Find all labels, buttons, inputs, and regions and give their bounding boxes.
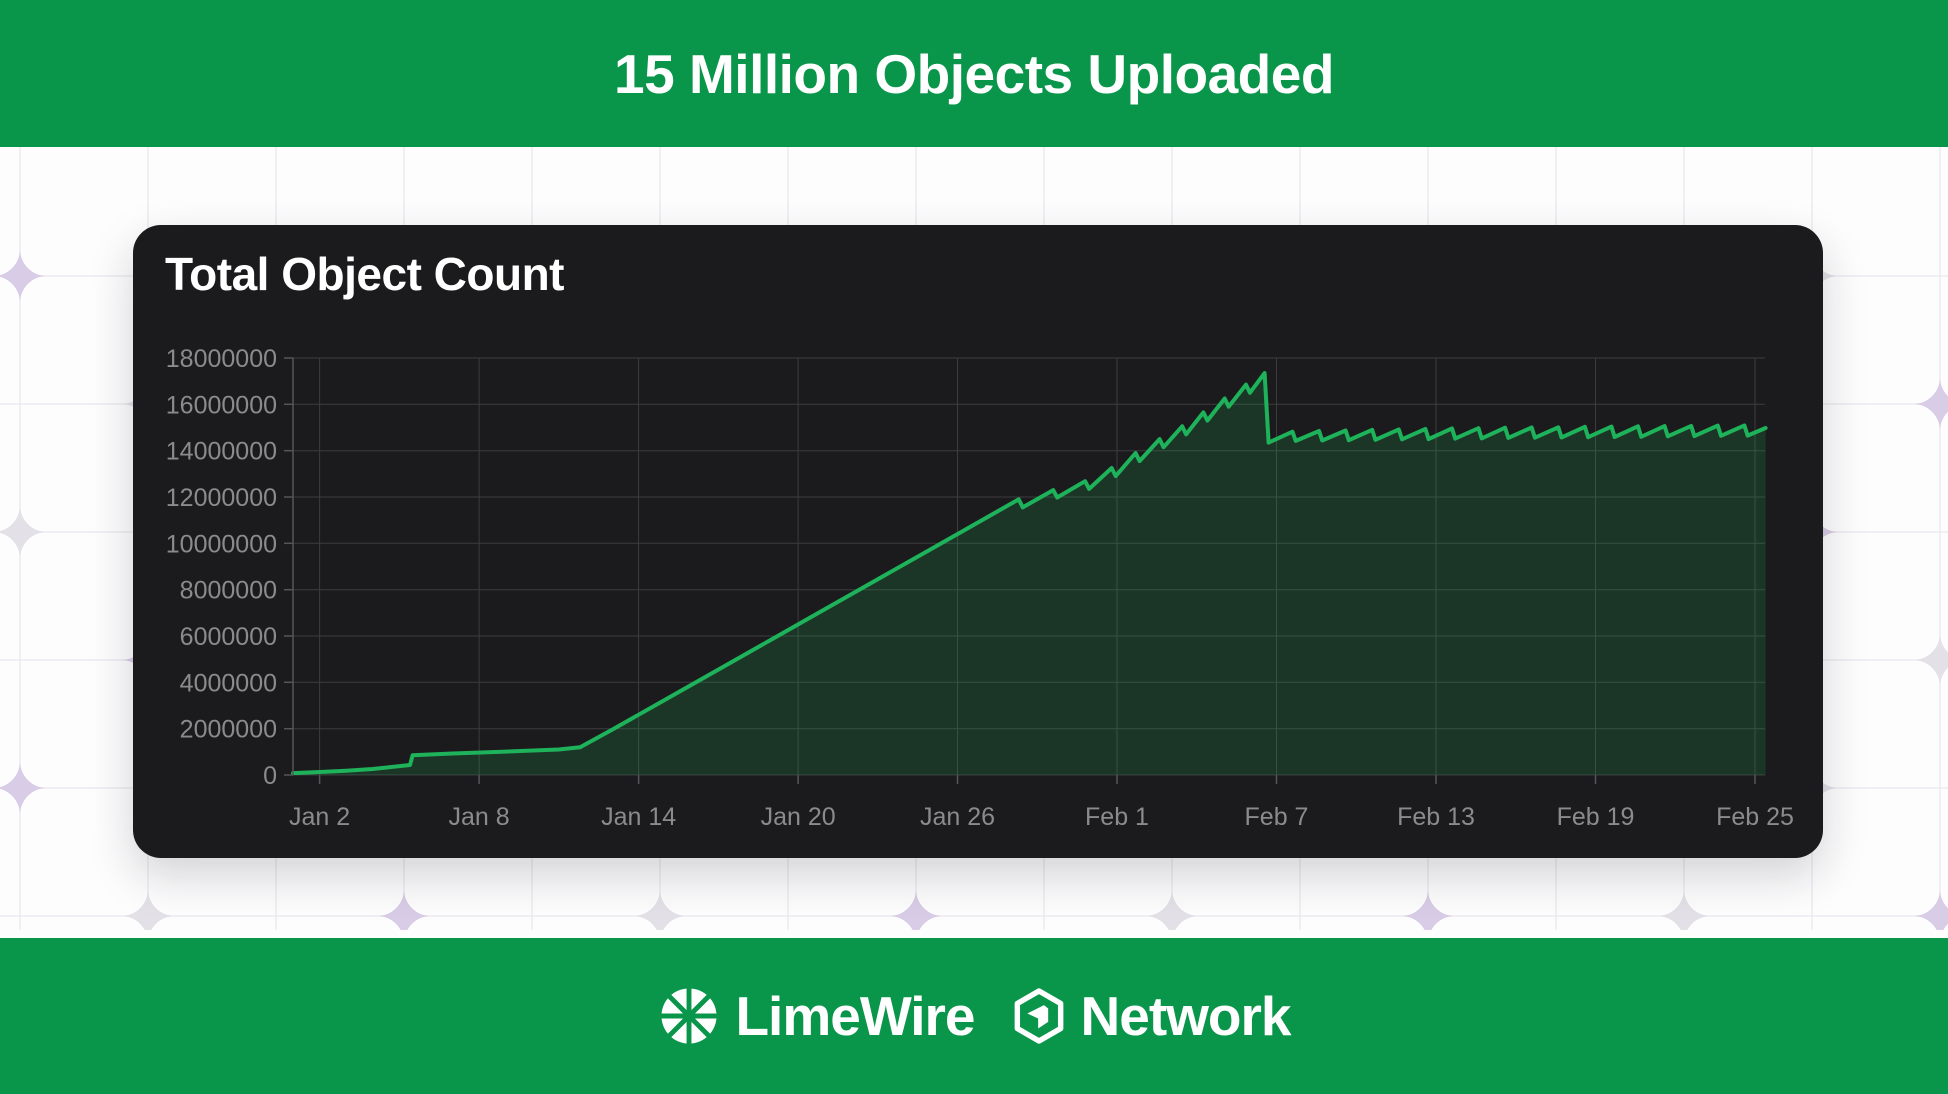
- svg-text:Feb 1: Feb 1: [1085, 803, 1149, 831]
- svg-text:8000000: 8000000: [180, 577, 277, 605]
- total-object-count-chart: 0 2000000 4000000 6000000 8000000 10000000 120…: [166, 345, 1794, 831]
- svg-text:Jan 14: Jan 14: [601, 803, 676, 831]
- svg-text:Jan 8: Jan 8: [449, 803, 510, 831]
- svg-text:Feb 7: Feb 7: [1245, 803, 1309, 831]
- svg-text:12000000: 12000000: [166, 484, 277, 512]
- svg-text:Feb 19: Feb 19: [1557, 803, 1635, 831]
- svg-text:16000000: 16000000: [166, 391, 277, 419]
- chart-card: Total Object Count 0 2000000 4000000 600000…: [133, 225, 1823, 858]
- content-area: Total Object Count 0 2000000 4000000 600000…: [0, 147, 1948, 938]
- svg-text:4000000: 4000000: [180, 669, 277, 697]
- svg-text:18000000: 18000000: [166, 345, 277, 373]
- svg-text:10000000: 10000000: [166, 530, 277, 558]
- svg-text:6000000: 6000000: [180, 623, 277, 651]
- svg-text:0: 0: [263, 762, 277, 790]
- svg-text:2000000: 2000000: [180, 716, 277, 744]
- network-hexagon-icon: [1014, 988, 1063, 1044]
- svg-text:Jan 26: Jan 26: [920, 803, 995, 831]
- network-wordmark: Network: [1080, 984, 1292, 1047]
- limewire-lime-icon: [660, 986, 719, 1046]
- header-title: 15 Million Objects Uploaded: [614, 42, 1334, 105]
- chart-title: Total Object Count: [165, 248, 565, 300]
- svg-text:Feb 25: Feb 25: [1716, 803, 1794, 831]
- svg-text:Jan 20: Jan 20: [761, 803, 836, 831]
- limewire-wordmark: LimeWire: [735, 984, 975, 1047]
- footer-banner: LimeWire Network: [0, 938, 1948, 1094]
- svg-text:Jan 2: Jan 2: [289, 803, 350, 831]
- svg-text:Feb 13: Feb 13: [1397, 803, 1475, 831]
- svg-text:14000000: 14000000: [166, 438, 277, 466]
- header-banner: 15 Million Objects Uploaded: [0, 0, 1948, 147]
